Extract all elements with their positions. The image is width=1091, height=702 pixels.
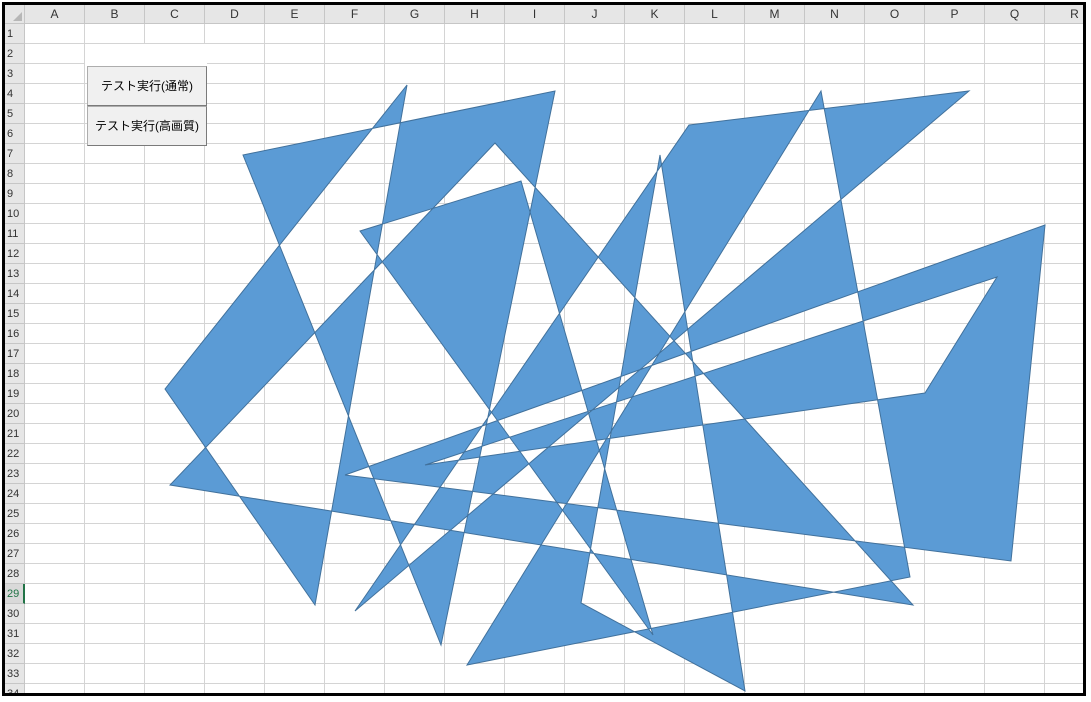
gridline-horizontal (25, 163, 1083, 164)
gridline-horizontal (25, 683, 1083, 684)
column-header-d[interactable]: D (205, 5, 265, 24)
row-header-1[interactable]: 1 (5, 24, 25, 44)
row-header-11[interactable]: 11 (5, 224, 25, 244)
row-header-9[interactable]: 9 (5, 184, 25, 204)
gridline-horizontal (25, 63, 1083, 64)
gridline-vertical (84, 24, 85, 693)
column-header-q[interactable]: Q (985, 5, 1045, 24)
gridline-horizontal (25, 83, 1083, 84)
row-header-13[interactable]: 13 (5, 264, 25, 284)
row-header-22[interactable]: 22 (5, 444, 25, 464)
gridline-horizontal (25, 43, 1083, 44)
gridline-vertical (504, 24, 505, 693)
row-header-32[interactable]: 32 (5, 644, 25, 664)
row-header-27[interactable]: 27 (5, 544, 25, 564)
gridline-vertical (384, 24, 385, 693)
row-header-3[interactable]: 3 (5, 64, 25, 84)
column-header-j[interactable]: J (565, 5, 625, 24)
gridline-vertical (144, 24, 145, 693)
column-header-a[interactable]: A (25, 5, 85, 24)
column-header-b[interactable]: B (85, 5, 145, 24)
gridline-horizontal (25, 143, 1083, 144)
row-header-16[interactable]: 16 (5, 324, 25, 344)
row-header-29[interactable]: 29 (5, 584, 25, 604)
row-header-24[interactable]: 24 (5, 484, 25, 504)
row-header-26[interactable]: 26 (5, 524, 25, 544)
row-header-2[interactable]: 2 (5, 44, 25, 64)
column-header-p[interactable]: P (925, 5, 985, 24)
row-header-31[interactable]: 31 (5, 624, 25, 644)
row-header-30[interactable]: 30 (5, 604, 25, 624)
row-header-28[interactable]: 28 (5, 564, 25, 584)
row-header-21[interactable]: 21 (5, 424, 25, 444)
gridline-horizontal (25, 443, 1083, 444)
run-test-high-quality-button[interactable]: テスト実行(高画質) (87, 106, 207, 146)
gridline-horizontal (25, 403, 1083, 404)
column-header-m[interactable]: M (745, 5, 805, 24)
row-header-18[interactable]: 18 (5, 364, 25, 384)
row-header-10[interactable]: 10 (5, 204, 25, 224)
column-header-k[interactable]: K (625, 5, 685, 24)
gridline-vertical (684, 24, 685, 693)
row-header-4[interactable]: 4 (5, 84, 25, 104)
cell-blank[interactable] (145, 44, 207, 66)
gridline-horizontal (25, 103, 1083, 104)
column-header-o[interactable]: O (865, 5, 925, 24)
row-header-19[interactable]: 19 (5, 384, 25, 404)
gridline-vertical (444, 24, 445, 693)
column-header-r[interactable]: R (1045, 5, 1083, 24)
row-header-25[interactable]: 25 (5, 504, 25, 524)
freeform-overlap-pattern[interactable] (164, 84, 1046, 692)
row-header-8[interactable]: 8 (5, 164, 25, 184)
row-header-34[interactable]: 34 (5, 684, 25, 693)
column-header-i[interactable]: I (505, 5, 565, 24)
gridline-vertical (924, 24, 925, 693)
column-header-l[interactable]: L (685, 5, 745, 24)
row-header-15[interactable]: 15 (5, 304, 25, 324)
gridline-horizontal (25, 303, 1083, 304)
gridline-horizontal (25, 663, 1083, 664)
row-header-17[interactable]: 17 (5, 344, 25, 364)
column-header-f[interactable]: F (325, 5, 385, 24)
row-header-33[interactable]: 33 (5, 664, 25, 684)
column-header-h[interactable]: H (445, 5, 505, 24)
row-header-14[interactable]: 14 (5, 284, 25, 304)
row-header-6[interactable]: 6 (5, 124, 25, 144)
run-test-normal-button[interactable]: テスト実行(通常) (87, 66, 207, 106)
gridline-horizontal (25, 123, 1083, 124)
column-header-e[interactable]: E (265, 5, 325, 24)
select-all-corner[interactable] (5, 5, 25, 24)
column-header-g[interactable]: G (385, 5, 445, 24)
column-header-c[interactable]: C (145, 5, 205, 24)
row-header-7[interactable]: 7 (5, 144, 25, 164)
row-header-20[interactable]: 20 (5, 404, 25, 424)
cell-blank[interactable] (85, 44, 147, 66)
gridline-vertical (744, 24, 745, 693)
gridline-horizontal (25, 183, 1083, 184)
row-header-5[interactable]: 5 (5, 104, 25, 124)
gridline-horizontal (25, 543, 1083, 544)
freeform-shapes-drawing[interactable] (5, 5, 1086, 696)
column-header-n[interactable]: N (805, 5, 865, 24)
gridline-horizontal (25, 203, 1083, 204)
row-header-12[interactable]: 12 (5, 244, 25, 264)
gridline-vertical (1044, 24, 1045, 693)
row-header-23[interactable]: 23 (5, 464, 25, 484)
gridline-vertical (324, 24, 325, 693)
